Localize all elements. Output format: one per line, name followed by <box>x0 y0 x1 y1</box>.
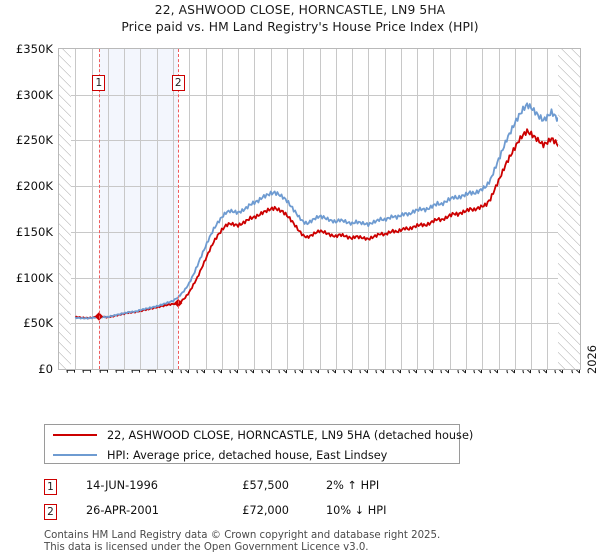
legend-label-price-paid: 22, ASHWOOD CLOSE, HORNCASTLE, LN9 5HA (… <box>107 428 474 442</box>
series-line <box>74 102 569 320</box>
gridline-vertical <box>205 49 207 369</box>
gridline-vertical <box>286 49 288 369</box>
legend-item-price-paid: 22, ASHWOOD CLOSE, HORNCASTLE, LN9 5HA (… <box>45 425 473 445</box>
y-axis-tick-label: £100K <box>15 270 53 285</box>
series-line <box>75 128 569 320</box>
chart-series-svg <box>74 102 569 321</box>
gridline-vertical <box>319 49 321 369</box>
gridline-vertical <box>156 49 158 369</box>
gridline-vertical <box>75 49 77 369</box>
page-subtitle: Price paid vs. HM Land Registry's House … <box>121 20 479 34</box>
transaction-marker-box[interactable]: 1 <box>92 75 106 91</box>
legend-label-hpi: HPI: Average price, detached house, East… <box>107 448 388 462</box>
y-axis-tick-label: £50K <box>23 316 53 331</box>
transaction-index-1: 1 <box>44 479 57 495</box>
gridline-vertical <box>303 49 305 369</box>
transaction-vline <box>98 49 100 369</box>
legend-swatch-hpi <box>53 454 97 456</box>
transaction-date-1: 14-JUN-1996 <box>86 479 158 492</box>
gridline-vertical <box>124 49 126 369</box>
transaction-date-2: 26-APR-2001 <box>86 504 159 517</box>
legend-swatch-price-paid <box>53 434 97 436</box>
gridline-vertical <box>335 49 337 369</box>
gridline-vertical <box>400 49 402 369</box>
chart-legend: 22, ASHWOOD CLOSE, HORNCASTLE, LN9 5HA (… <box>44 424 473 465</box>
gridline-vertical <box>107 49 109 369</box>
copyright-footer: Contains HM Land Registry data © Crown c… <box>44 530 584 553</box>
gridline-vertical <box>221 49 223 369</box>
x-axis-tick-label: 2026 <box>585 345 599 374</box>
gridline-vertical <box>254 49 256 369</box>
transaction-hpi-delta-1: 2% ↑ HPI <box>326 479 380 492</box>
y-axis-tick-label: £300K <box>15 87 53 102</box>
gridline-vertical <box>189 49 191 369</box>
gridline-vertical <box>384 49 386 369</box>
gridline-vertical <box>514 49 516 369</box>
transaction-price-2: £72,000 <box>242 504 289 517</box>
gridline-vertical <box>449 49 451 369</box>
y-axis-tick-label: £250K <box>15 133 53 148</box>
footer-line-2: This data is licensed under the Open Gov… <box>44 541 369 553</box>
transaction-hpi-delta-2: 10% ↓ HPI <box>326 504 387 517</box>
gridline-vertical <box>531 49 533 369</box>
footer-line-1: Contains HM Land Registry data © Crown c… <box>44 530 441 541</box>
y-axis-tick-label: £150K <box>15 224 53 239</box>
gridline-vertical <box>91 49 93 369</box>
gridline-vertical <box>482 49 484 369</box>
y-axis-tick-label: £0 <box>38 362 53 376</box>
gridline-vertical <box>368 49 370 369</box>
gridline-vertical <box>547 49 549 369</box>
y-axis-tick-label: £350K <box>15 42 53 56</box>
transaction-vline <box>178 49 180 369</box>
gridline-vertical <box>238 49 240 369</box>
no-data-hatch-left <box>59 49 71 369</box>
page-title: 22, ASHWOOD CLOSE, HORNCASTLE, LN9 5HA <box>154 3 446 17</box>
gridline-vertical <box>140 49 142 369</box>
gridline-vertical <box>352 49 354 369</box>
transaction-price-1: £57,500 <box>242 479 289 492</box>
table-row: 1 14-JUN-1996 £57,500 2% ↑ HPI <box>44 478 464 500</box>
legend-item-hpi: HPI: Average price, detached house, East… <box>45 445 459 465</box>
no-data-hatch-right <box>558 49 580 369</box>
gridline-vertical <box>172 49 174 369</box>
transaction-index-2: 2 <box>44 504 57 520</box>
gridline-vertical <box>498 49 500 369</box>
gridline-vertical <box>433 49 435 369</box>
gridline-vertical <box>417 49 419 369</box>
y-axis-tick-label: £200K <box>15 179 53 194</box>
transaction-marker-box[interactable]: 2 <box>171 75 185 91</box>
table-row: 2 26-APR-2001 £72,000 10% ↓ HPI <box>44 503 464 525</box>
